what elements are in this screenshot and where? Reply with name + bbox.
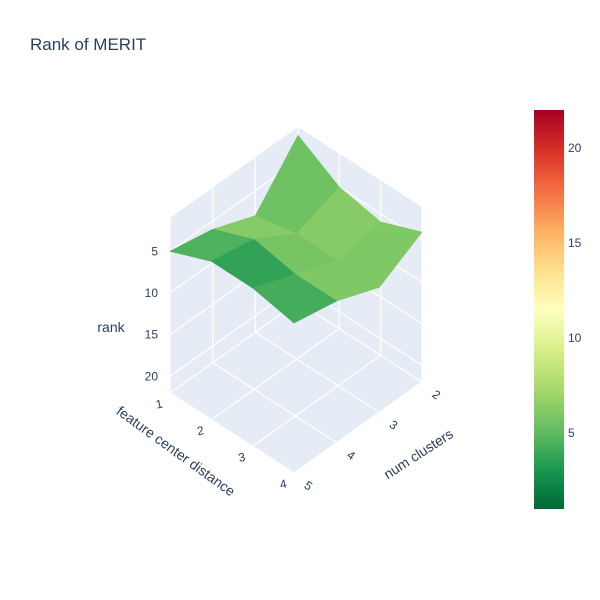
x-tick-label: 4 (344, 448, 358, 463)
colorbar-tick-label: 20 (568, 141, 582, 155)
z-tick-label: 20 (145, 369, 159, 383)
x-tick-label: 2 (430, 387, 444, 402)
gridline-x-floor (212, 362, 337, 444)
x-axis-title: num clusters (381, 425, 456, 482)
colorbar-tick-label: 15 (568, 236, 582, 250)
y-tick-label: 4 (278, 476, 288, 491)
colorbar: 5 10 15 20 (534, 110, 582, 509)
gridline-y-floor (293, 381, 423, 474)
y-tick-label: 3 (237, 450, 247, 465)
colorbar-tick-label: 10 (568, 331, 582, 345)
gridline-y-floor (210, 328, 340, 421)
gridline-x-floor (297, 301, 423, 383)
y-tick-label: 2 (196, 423, 206, 438)
y-tick-label: 1 (154, 396, 164, 411)
x-tick-label: 3 (387, 417, 401, 432)
surface-mesh (169, 135, 423, 324)
gridline-y-floor (169, 301, 299, 394)
gridline-x-floor (169, 392, 295, 474)
chart-title: Rank of MERIT (30, 35, 146, 54)
gridline-y-floor (252, 354, 382, 447)
gridline-x-floor (255, 331, 380, 413)
z-tick-label: 5 (151, 244, 158, 258)
colorbar-gradient (534, 110, 564, 509)
colorbar-ticks: 5 10 15 20 (568, 141, 582, 440)
z-tick-label: 10 (145, 286, 159, 300)
x-tick-label: 5 (302, 478, 316, 493)
surface-cell (252, 273, 338, 324)
z-axis-title: rank (97, 319, 125, 335)
floor-pane (170, 302, 422, 473)
z-tick-label: 15 (145, 328, 159, 342)
colorbar-tick-label: 5 (568, 426, 575, 440)
